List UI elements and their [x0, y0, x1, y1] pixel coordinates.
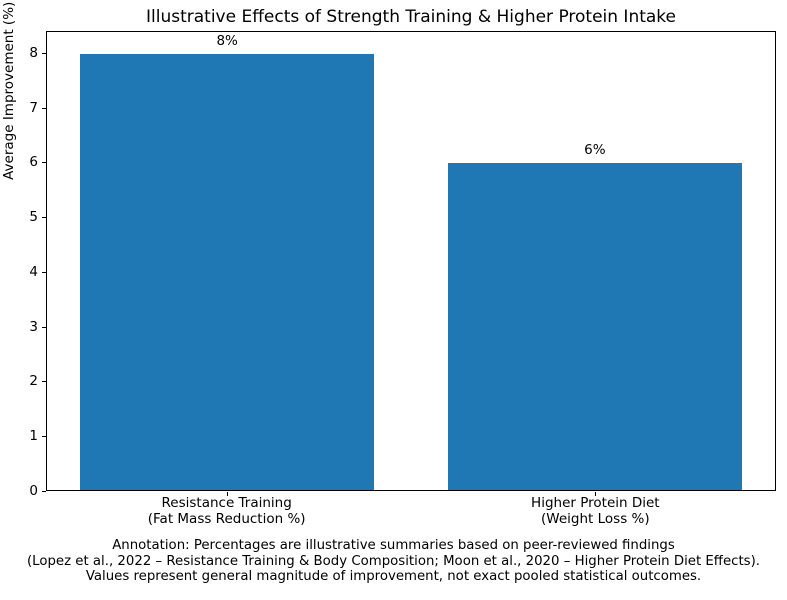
y-tick-label: 3 [29, 318, 38, 335]
annotation-line: Annotation: Percentages are illustrative… [112, 538, 675, 553]
y-tick-label: 1 [29, 428, 38, 445]
y-tick-mark [42, 217, 46, 219]
y-tick-label: 8 [29, 44, 38, 61]
x-tick-mark [595, 492, 597, 496]
annotation-line: (Lopez et al., 2022 – Resistance Trainin… [26, 553, 761, 569]
y-tick-mark [42, 52, 46, 54]
y-tick-label: 6 [29, 154, 38, 171]
y-tick-label: 5 [29, 209, 38, 226]
y-tick-mark [42, 381, 46, 383]
x-tick-mark [226, 492, 228, 496]
y-tick-mark [42, 271, 46, 273]
x-tick-label: Resistance Training (Fat Mass Reduction %… [147, 495, 306, 527]
bar [80, 53, 375, 490]
y-tick-label: 2 [29, 373, 38, 390]
y-tick-mark [42, 107, 46, 109]
y-tick-mark [42, 436, 46, 438]
plot-area: 8% 6% [46, 31, 776, 491]
bar-value-label: 8% [216, 32, 238, 49]
annotation-text: Annotation: Percentages are illustrative… [0, 538, 787, 585]
bar-value-label: 6% [584, 141, 606, 158]
y-tick-mark [42, 491, 46, 492]
x-tick-label: Higher Protein Diet (Weight Loss %) [531, 495, 660, 527]
y-tick-label: 7 [29, 99, 38, 116]
y-axis-label: Average Improvement (%) [1, 1, 17, 180]
y-tick-mark [42, 326, 46, 328]
y-tick-mark [42, 162, 46, 164]
chart-title: Illustrative Effects of Strength Trainin… [145, 7, 677, 27]
y-tick-label: 4 [29, 263, 38, 280]
annotation-line: Values represent general magnitude of im… [85, 569, 702, 585]
y-tick-label: 0 [29, 483, 38, 499]
bar [447, 162, 742, 490]
